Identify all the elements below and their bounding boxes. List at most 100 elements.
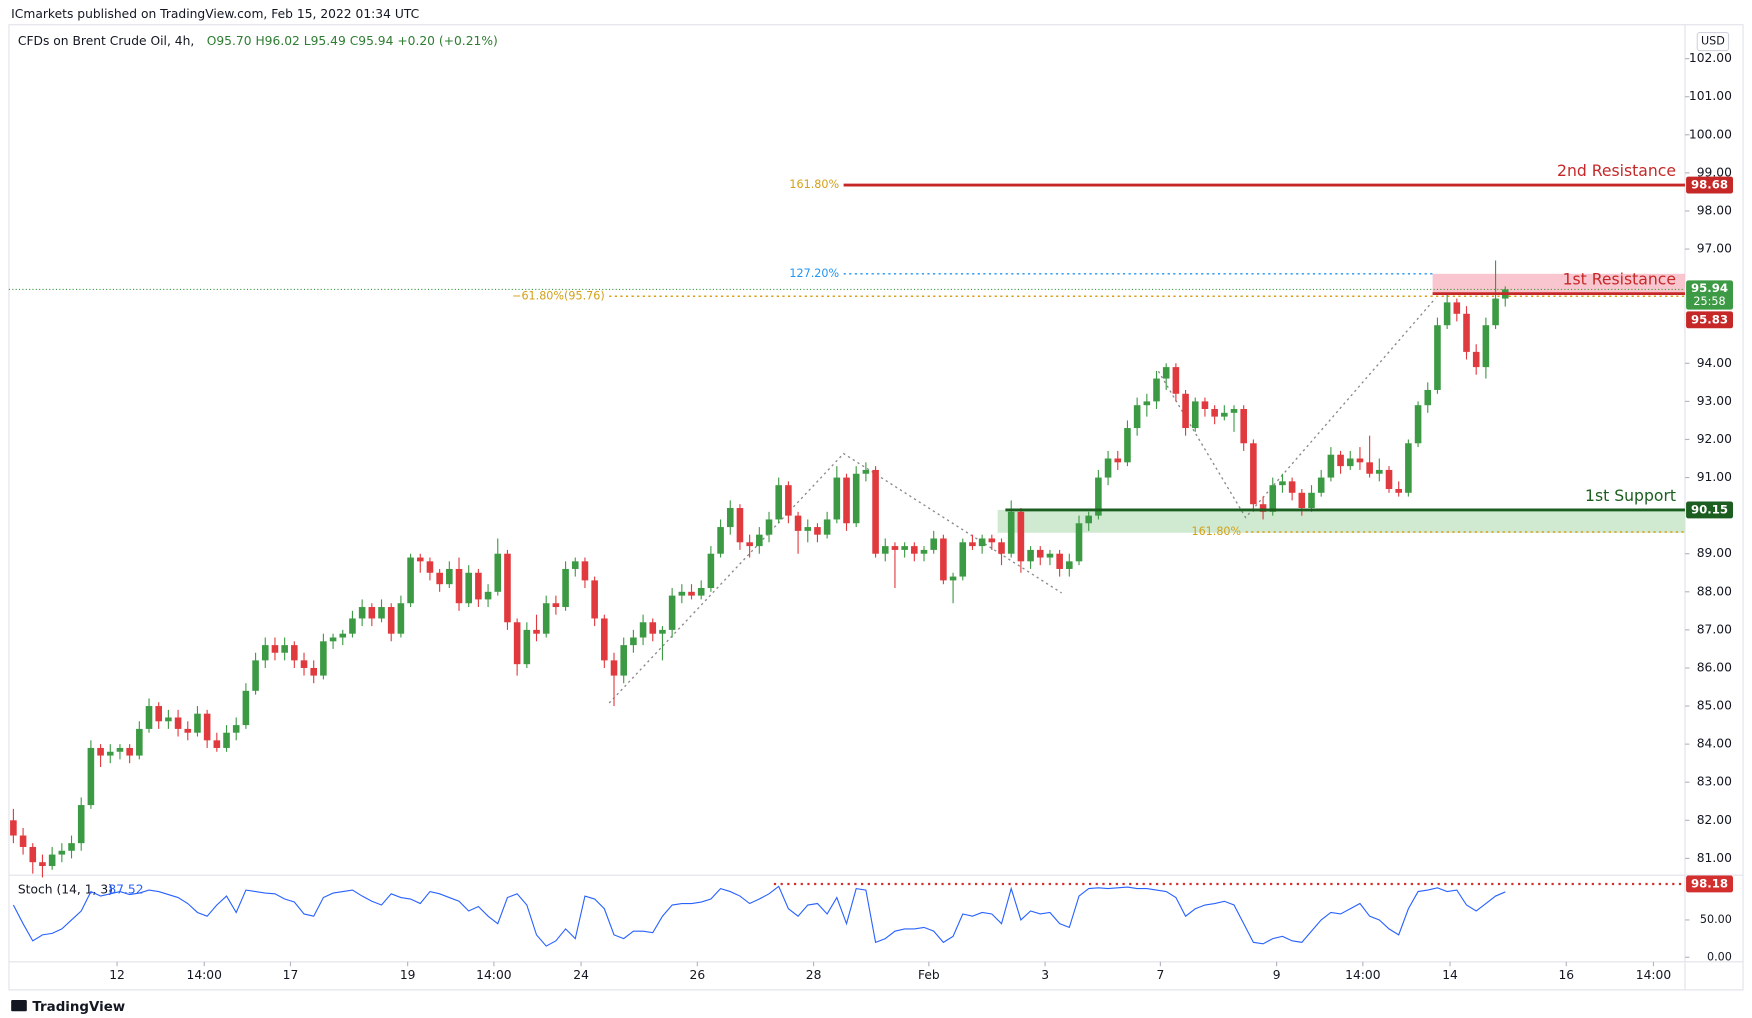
candle-body	[136, 728, 143, 756]
candle-body	[1472, 351, 1480, 368]
y-tick-label: 101.00	[1689, 89, 1732, 103]
candle-body	[978, 538, 986, 547]
candle-body	[1463, 313, 1470, 352]
y-tick-label: 86.00	[1697, 660, 1732, 674]
candle-body	[261, 645, 269, 661]
candle-body	[581, 561, 589, 581]
x-tick-label: 26	[690, 968, 706, 982]
candle-body	[300, 660, 308, 668]
candle-body	[649, 622, 657, 634]
candle-body	[320, 641, 327, 676]
x-tick-label: Feb	[918, 968, 940, 982]
candle-body	[213, 740, 221, 748]
candle-body	[959, 542, 967, 577]
y-tick-label: 100.00	[1689, 127, 1732, 141]
candle-body	[1492, 298, 1499, 326]
candle-body	[1211, 409, 1218, 417]
candle-body	[97, 747, 104, 756]
candle-body	[349, 618, 356, 634]
candle-body	[610, 660, 618, 676]
candle-body	[911, 546, 918, 554]
y-tick-label: 97.00	[1697, 242, 1732, 256]
logo-icon	[11, 1000, 27, 1012]
candle-body	[1075, 523, 1083, 562]
candle-body	[155, 706, 162, 722]
candle-body	[862, 469, 870, 474]
candle-body	[1085, 515, 1092, 524]
candle-body	[126, 747, 133, 756]
candle-body	[1114, 458, 1122, 463]
y-tick-label: 94.00	[1697, 356, 1732, 370]
candle-body	[571, 561, 579, 569]
candle-body	[542, 603, 550, 634]
candle-body	[736, 508, 744, 543]
candle-body	[1288, 481, 1296, 493]
candle-body	[494, 553, 502, 592]
candle-body	[291, 645, 298, 661]
candle-body	[533, 629, 540, 634]
candle-body	[1356, 458, 1364, 463]
candle-body	[707, 553, 715, 588]
y-tick-label: 93.00	[1697, 394, 1732, 408]
candle-body	[1443, 302, 1451, 326]
candle-body	[77, 805, 85, 844]
candle-body	[1153, 378, 1160, 402]
candle-body	[1046, 553, 1054, 558]
candle-body	[688, 591, 695, 596]
candle-body	[339, 633, 347, 638]
candle-body	[1027, 549, 1034, 562]
candle-body	[1327, 454, 1335, 478]
indicator-tick-label: 0.00	[1707, 950, 1732, 963]
candle-body	[746, 542, 753, 547]
zigzag	[608, 452, 1062, 704]
y-tick-label: 82.00	[1697, 813, 1732, 827]
candle-body	[814, 527, 821, 535]
candle-body	[659, 629, 666, 634]
candle-body	[87, 747, 95, 806]
candle-body	[1385, 469, 1393, 489]
candle-body	[1036, 549, 1044, 558]
candle-body	[804, 527, 812, 531]
candle-body	[1191, 401, 1199, 429]
countdown: 25:58	[1693, 295, 1725, 308]
candle-body	[1066, 561, 1073, 569]
candle-body	[901, 546, 908, 550]
candle-body	[223, 732, 230, 748]
candle-body	[145, 706, 153, 729]
candle-body	[668, 595, 676, 630]
candle-body	[1279, 481, 1286, 486]
candle-body	[940, 538, 947, 581]
candle-body	[639, 622, 647, 638]
candle-body	[601, 618, 608, 661]
x-tick-label: 19	[400, 968, 416, 982]
candle-body	[872, 469, 879, 554]
candle-body	[1201, 401, 1209, 410]
candle-body	[785, 485, 792, 516]
candle-body	[1240, 409, 1247, 444]
candle-body	[591, 580, 598, 619]
candle-body	[852, 473, 860, 524]
candle-body	[1104, 458, 1112, 478]
stoch-last-value: 87.52	[108, 882, 143, 896]
candle-body	[620, 645, 627, 676]
y-tick-label: 102.00	[1689, 51, 1732, 65]
candle-body	[1269, 485, 1277, 512]
candle-body	[697, 587, 705, 596]
candle-body	[1366, 462, 1373, 474]
candle-body	[10, 820, 17, 836]
x-tick-label: 7	[1156, 968, 1164, 982]
candle-body	[58, 850, 66, 855]
fib-label: 127.20%	[789, 267, 839, 280]
candle-body	[1230, 409, 1238, 413]
candle-body	[630, 637, 637, 646]
currency: USD	[1701, 35, 1725, 48]
candle-body	[552, 603, 560, 608]
y-tick-label: 92.00	[1697, 432, 1732, 446]
candle-body	[1162, 367, 1170, 379]
level-tag-label: 98.68	[1691, 178, 1728, 192]
candle-body	[1482, 325, 1490, 368]
candle-body	[1317, 477, 1325, 493]
candle-body	[930, 538, 937, 550]
candle-body	[756, 534, 763, 547]
